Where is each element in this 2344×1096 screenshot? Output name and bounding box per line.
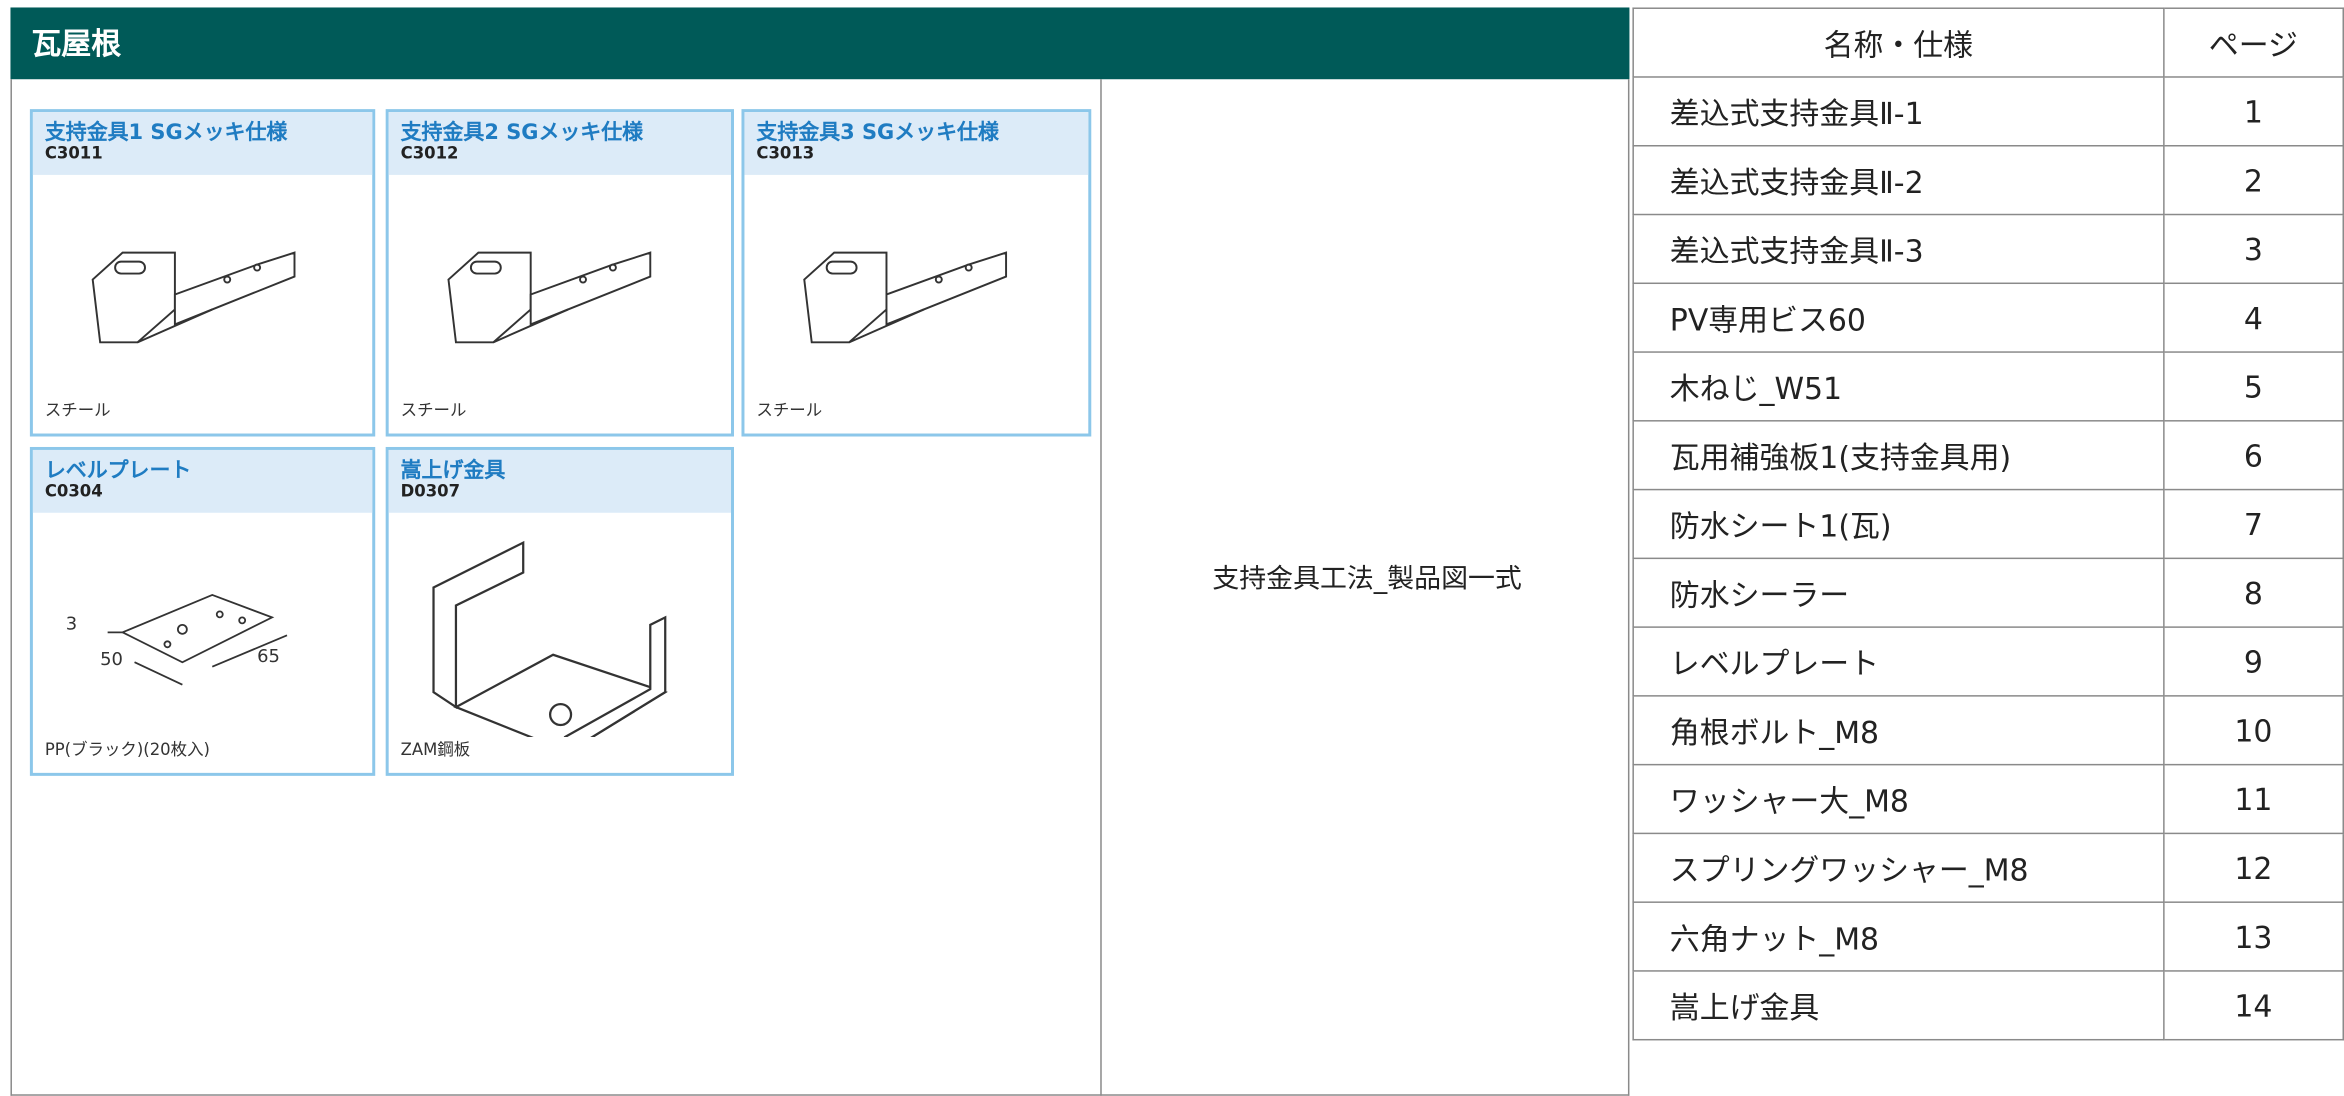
name-cell: 瓦用補強板1(支持金具用) <box>1632 420 2165 491</box>
card-material: スチール <box>44 400 111 421</box>
card-material: PP(ブラック)(20枚入) <box>44 739 210 760</box>
page-cell: 5 <box>2162 351 2344 422</box>
card-title: 支持金具3 SGメッキ仕様 <box>756 121 999 146</box>
product-card[interactable]: 支持金具3 SGメッキ仕様 C3013 スチール <box>741 109 1092 437</box>
column-header: 名称・仕様 <box>1632 7 2165 78</box>
card-code: C0304 <box>44 481 103 501</box>
page-cell: 6 <box>2162 420 2344 491</box>
page-cell: 10 <box>2162 695 2344 766</box>
product-drawing <box>447 251 652 344</box>
table-row: 嵩上げ金具 14 <box>1632 970 2344 1041</box>
dimension-label: 50 <box>100 649 123 670</box>
table-row: レベルプレート 9 <box>1632 626 2344 697</box>
table-row: 六角ナット_M8 13 <box>1632 901 2344 972</box>
table-row: ワッシャー大_M8 11 <box>1632 763 2344 835</box>
product-drawing <box>91 251 296 344</box>
header-row: 名称・仕様 ページ <box>1632 7 2344 78</box>
table-row: 瓦用補強板1(支持金具用) 6 <box>1632 420 2344 491</box>
card-header: 嵩上げ金具 D0307 <box>388 449 732 513</box>
card-code: D0307 <box>400 481 461 501</box>
product-drawing <box>803 251 1008 344</box>
card-title: 嵩上げ金具 <box>400 458 506 483</box>
name-cell: 差込式支持金具Ⅱ-2 <box>1632 145 2165 216</box>
name-cell: 角根ボルト_M8 <box>1632 695 2165 766</box>
table-row: 差込式支持金具Ⅱ-1 1 <box>1632 76 2344 147</box>
product-panel: 支持金具工法_製品図一式 支持金具1 SGメッキ仕様 C3011 スチール 支持金具2… <box>10 79 1630 1096</box>
card-material: スチール <box>756 400 823 421</box>
card-header: レベルプレート C0304 <box>32 449 373 513</box>
name-cell: 嵩上げ金具 <box>1632 970 2165 1041</box>
table-row: 木ねじ_W51 5 <box>1632 351 2344 422</box>
card-header: 支持金具2 SGメッキ仕様 C3012 <box>388 112 732 175</box>
name-cell: 六角ナット_M8 <box>1632 901 2165 972</box>
card-material: スチール <box>400 400 467 421</box>
dimension-label: 3 <box>66 613 77 634</box>
name-cell: レベルプレート <box>1632 626 2165 697</box>
name-cell: 木ねじ_W51 <box>1632 351 2165 422</box>
page-cell: 9 <box>2162 626 2344 697</box>
product-card[interactable]: 嵩上げ金具 D0307 ZAM鋼板 <box>385 446 734 776</box>
column-header: ページ <box>2162 7 2344 78</box>
card-code: C3011 <box>44 143 103 163</box>
name-cell: ワッシャー大_M8 <box>1632 763 2165 835</box>
name-cell: 防水シーラー <box>1632 557 2165 628</box>
card-header: 支持金具3 SGメッキ仕様 C3013 <box>744 112 1089 175</box>
page-cell: 13 <box>2162 901 2344 972</box>
name-cell: スプリングワッシャー_M8 <box>1632 832 2165 903</box>
card-title: 支持金具1 SGメッキ仕様 <box>44 121 288 146</box>
center-label[interactable]: 支持金具工法_製品図一式 <box>1212 563 1522 595</box>
page-cell: 2 <box>2162 145 2344 216</box>
name-cell: 差込式支持金具Ⅱ-1 <box>1632 76 2165 147</box>
product-drawing: 3 50 65 <box>66 594 288 686</box>
table-row: 角根ボルト_M8 10 <box>1632 695 2344 766</box>
name-cell: 差込式支持金具Ⅱ-3 <box>1632 213 2165 285</box>
product-drawing <box>432 540 668 737</box>
table-row: 差込式支持金具Ⅱ-2 2 <box>1632 145 2344 216</box>
card-title: 支持金具2 SGメッキ仕様 <box>400 121 644 146</box>
parts-table: 名称・仕様 ページ 差込式支持金具Ⅱ-1 1 差込式支持金具Ⅱ-2 2 差込式支持金具Ⅱ-3… <box>1632 7 2344 1041</box>
card-code: C3013 <box>756 143 815 163</box>
table-row: 防水シート1(瓦) 7 <box>1632 488 2344 560</box>
product-card[interactable]: レベルプレート C0304 3 50 65 PP(ブラック)(20枚入) <box>29 446 376 776</box>
divider <box>1100 79 1102 1096</box>
name-cell: 防水シート1(瓦) <box>1632 488 2165 560</box>
page-cell: 1 <box>2162 76 2344 147</box>
table-row: PV専用ビス60 4 <box>1632 282 2344 353</box>
table-row: スプリングワッシャー_M8 12 <box>1632 832 2344 903</box>
page-cell: 14 <box>2162 970 2344 1041</box>
table-row: 防水シーラー 8 <box>1632 557 2344 628</box>
page-cell: 11 <box>2162 763 2344 835</box>
card-title: レベルプレート <box>44 458 192 483</box>
card-material: ZAM鋼板 <box>400 739 471 760</box>
product-card[interactable]: 支持金具2 SGメッキ仕様 C3012 スチール <box>385 109 734 437</box>
card-header: 支持金具1 SGメッキ仕様 C3011 <box>32 112 373 175</box>
name-cell: PV専用ビス60 <box>1632 282 2165 353</box>
product-card[interactable]: 支持金具1 SGメッキ仕様 C3011 スチール <box>29 109 376 437</box>
page-cell: 4 <box>2162 282 2344 353</box>
page-cell: 7 <box>2162 488 2344 560</box>
page-cell: 12 <box>2162 832 2344 903</box>
dimension-label: 65 <box>257 646 280 667</box>
page-cell: 3 <box>2162 213 2344 285</box>
table-row: 差込式支持金具Ⅱ-3 3 <box>1632 213 2344 285</box>
page-cell: 8 <box>2162 557 2344 628</box>
card-code: C3012 <box>400 143 459 163</box>
section-header: 瓦屋根 <box>10 7 1630 80</box>
